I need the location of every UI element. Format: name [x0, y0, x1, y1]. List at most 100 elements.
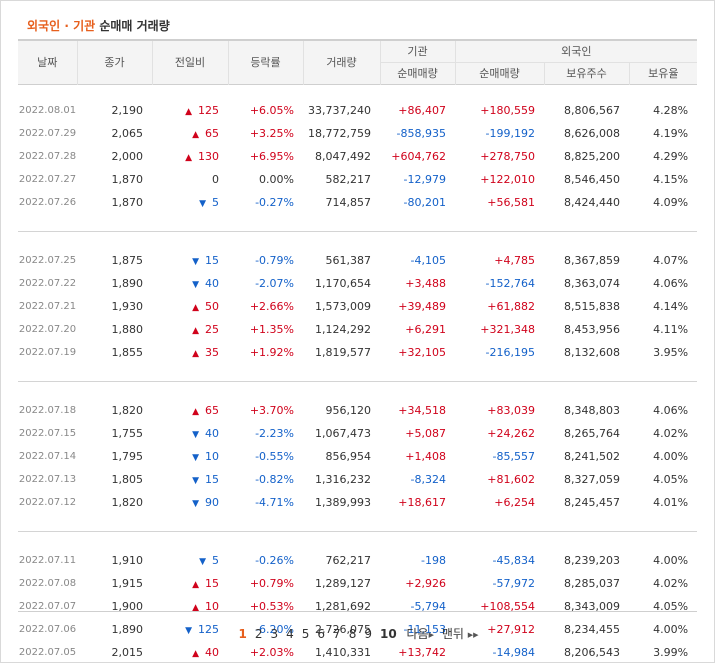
cell-foreign-net: -152,764 — [485, 277, 535, 290]
cell-inst-net: +32,105 — [398, 346, 446, 359]
cell-volume: 1,067,473 — [315, 427, 371, 440]
cell-foreign-ratio: 4.14% — [653, 300, 689, 313]
cell-foreign-ratio: 4.28% — [653, 104, 689, 117]
cell-close: 2,190 — [111, 104, 144, 117]
cell-volume: 1,573,009 — [315, 300, 371, 313]
cell-close: 1,875 — [111, 254, 144, 267]
header-rate: 등락률 — [227, 39, 303, 84]
group-divider — [18, 380, 698, 382]
cell-rate: -0.79% — [255, 254, 294, 267]
cell-change: ▲ 50 — [152, 295, 228, 318]
change-value: 10 — [205, 600, 219, 613]
cell-foreign-ratio: 4.06% — [653, 277, 689, 290]
table-bottom-border — [18, 611, 697, 612]
group-spacer — [18, 514, 697, 531]
change-value: 15 — [205, 577, 219, 590]
change-value: 5 — [212, 554, 219, 567]
cell-foreign-shares: 8,327,059 — [564, 473, 620, 486]
cell-date: 2022.07.28 — [18, 151, 77, 162]
cell-rate: -0.26% — [255, 554, 294, 567]
cell-rate: -2.23% — [255, 427, 294, 440]
cell-close: 1,870 — [111, 196, 144, 209]
cell-volume: 18,772,759 — [308, 127, 371, 140]
cell-close: 1,795 — [111, 450, 144, 463]
page-link-9[interactable]: 9 — [364, 627, 372, 641]
group-divider — [18, 530, 698, 532]
cell-foreign-shares: 8,367,859 — [564, 254, 620, 267]
cell-foreign-ratio: 4.15% — [653, 173, 689, 186]
cell-close: 1,910 — [111, 554, 144, 567]
cell-foreign-shares: 8,825,200 — [564, 150, 620, 163]
cell-foreign-shares: 8,245,457 — [564, 496, 620, 509]
page-link-6[interactable]: 6 — [317, 627, 326, 641]
page-link-3[interactable]: 3 — [270, 627, 279, 641]
cell-rate: +3.25% — [249, 127, 294, 140]
cell-foreign-ratio: 4.01% — [653, 496, 689, 509]
title-separator: · — [64, 19, 69, 33]
up-arrow-icon: ▲ — [192, 349, 199, 359]
page-link-4[interactable]: 4 — [286, 627, 294, 641]
cell-close: 2,000 — [111, 150, 144, 163]
next-page-link[interactable]: 다음▶ — [405, 625, 436, 642]
cell-change: ▲ 65 — [152, 122, 228, 145]
header-date: 날짜 — [18, 39, 77, 84]
cell-foreign-ratio: 4.29% — [653, 150, 689, 163]
cell-inst-net: -198 — [421, 554, 446, 567]
cell-close: 1,900 — [111, 600, 144, 613]
change-value: 5 — [212, 196, 219, 209]
cell-foreign-ratio: 4.09% — [653, 196, 689, 209]
cell-rate: +1.92% — [249, 346, 294, 359]
cell-date: 2022.07.12 — [18, 497, 77, 508]
cell-foreign-shares: 8,546,450 — [564, 173, 620, 186]
cell-date: 2022.07.27 — [18, 174, 77, 185]
page-link-10[interactable]: 10 — [379, 627, 397, 641]
cell-foreign-net: -45,834 — [492, 554, 535, 567]
page-link-5[interactable]: 5 — [301, 627, 310, 641]
page-link-7[interactable]: 7 — [333, 627, 341, 641]
cell-rate: +0.79% — [249, 577, 294, 590]
group-spacer — [18, 382, 697, 399]
cell-inst-net: -858,935 — [396, 127, 446, 140]
table-row: 2022.07.08 1,915 ▲ 15 +0.79% 1,289,127 +2,926 -… — [18, 572, 697, 595]
cell-change: ▼ 40 — [152, 422, 228, 445]
page-link-1[interactable]: 1 — [238, 627, 247, 641]
cell-change: ▲ 130 — [152, 145, 228, 168]
cell-rate: +3.70% — [249, 404, 294, 417]
cell-close: 1,930 — [111, 300, 144, 313]
cell-foreign-shares: 8,206,543 — [564, 646, 620, 659]
cell-foreign-net: +278,750 — [480, 150, 535, 163]
change-value: 90 — [205, 496, 219, 509]
cell-close: 1,890 — [111, 623, 144, 636]
cell-change: ▲ 35 — [152, 341, 228, 364]
cell-change: ▲ 10 — [152, 595, 228, 618]
change-value: 15 — [205, 254, 219, 267]
cell-inst-net: +34,518 — [398, 404, 446, 417]
header-inst-net: 순매매량 — [379, 61, 455, 84]
cell-date: 2022.07.05 — [18, 647, 77, 658]
cell-change: ▲ 40 — [152, 641, 228, 663]
cell-volume: 1,316,232 — [315, 473, 371, 486]
trading-table: 날짜 종가 전일비 등락률 거래량 기관 외국인 순매매량 순매매량 보유주수 … — [18, 39, 698, 663]
cell-foreign-shares: 8,234,455 — [564, 623, 620, 636]
table-row: 2022.07.22 1,890 ▼ 40 -2.07% 1,170,654 +3,488 -… — [18, 272, 697, 295]
cell-foreign-shares: 8,453,956 — [564, 323, 620, 336]
change-value: 125 — [198, 104, 219, 117]
cell-volume: 1,819,577 — [315, 346, 371, 359]
cell-rate: +6.95% — [249, 150, 294, 163]
cell-foreign-ratio: 4.05% — [653, 473, 689, 486]
cell-inst-net: -8,324 — [410, 473, 446, 486]
cell-change: ▼ 10 — [152, 445, 228, 468]
up-arrow-icon: ▲ — [192, 407, 199, 417]
cell-foreign-shares: 8,265,764 — [564, 427, 620, 440]
page-link-2[interactable]: 2 — [254, 627, 263, 641]
cell-date: 2022.07.22 — [18, 278, 77, 289]
cell-foreign-shares: 8,239,203 — [564, 554, 620, 567]
cell-foreign-net: +108,554 — [480, 600, 535, 613]
cell-rate: -0.27% — [255, 196, 294, 209]
last-page-link[interactable]: 맨뒤 ▶▶ — [440, 625, 481, 642]
next-arrow-icon: ▶ — [428, 631, 434, 639]
cell-foreign-ratio: 4.02% — [653, 577, 689, 590]
up-arrow-icon: ▲ — [185, 107, 192, 117]
page-link-8[interactable]: 8 — [348, 627, 357, 641]
cell-date: 2022.07.13 — [18, 474, 77, 485]
